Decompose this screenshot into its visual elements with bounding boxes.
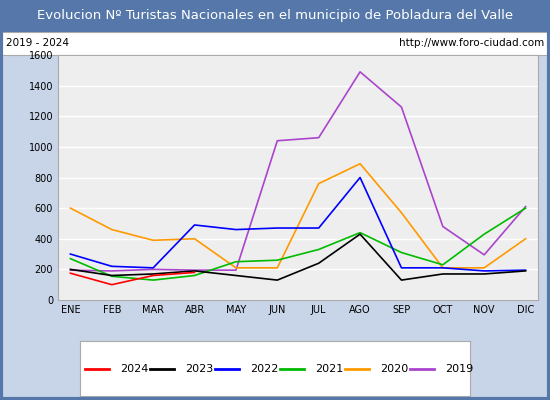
Text: 2024: 2024 (120, 364, 148, 374)
Text: 2019: 2019 (446, 364, 474, 374)
Text: 2023: 2023 (185, 364, 213, 374)
Text: 2021: 2021 (315, 364, 344, 374)
Text: 2022: 2022 (250, 364, 279, 374)
Text: http://www.foro-ciudad.com: http://www.foro-ciudad.com (399, 38, 544, 48)
Text: 2020: 2020 (380, 364, 409, 374)
Text: 2019 - 2024: 2019 - 2024 (6, 38, 69, 48)
Text: Evolucion Nº Turistas Nacionales en el municipio de Pobladura del Valle: Evolucion Nº Turistas Nacionales en el m… (37, 10, 513, 22)
